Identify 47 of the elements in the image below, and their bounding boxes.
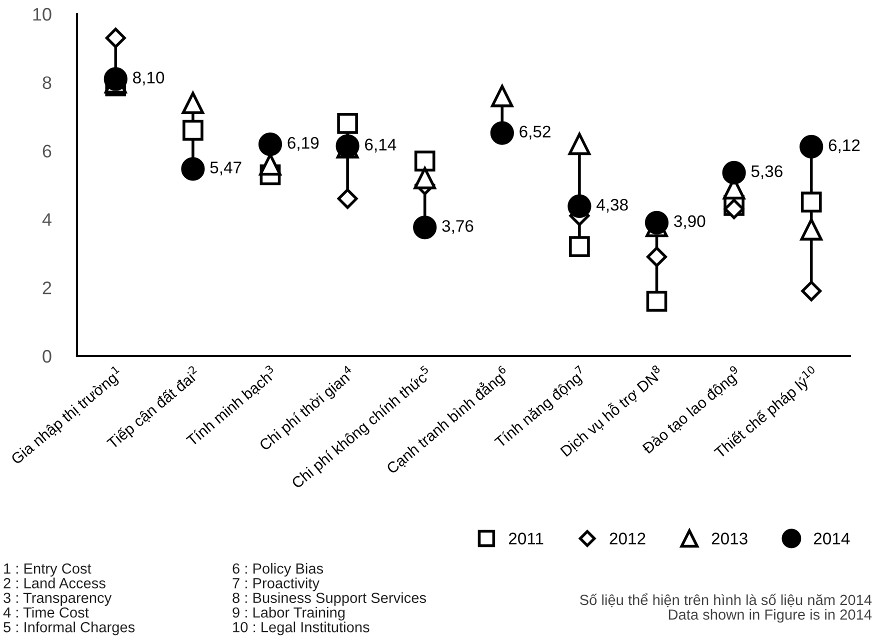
point bbox=[337, 188, 358, 209]
text: 1 : Entry Cost 2 : Land Access 3 : Transparency 4 : Time Cost 5 : Informal Charges bbox=[3, 563, 135, 636]
point bbox=[569, 236, 590, 257]
data-label: 8,10 bbox=[133, 72, 164, 86]
data-label: 5,47 bbox=[210, 162, 242, 176]
point bbox=[800, 192, 822, 213]
data-label: 4,38 bbox=[596, 198, 628, 213]
point bbox=[337, 113, 358, 134]
point bbox=[801, 280, 822, 302]
data-label: 5,36 bbox=[751, 165, 782, 180]
point bbox=[105, 28, 126, 48]
data-label: 6,14 bbox=[365, 138, 396, 152]
text: Số liệu thể hiện trên hình là số liệu năm 2014 Data shown in Figure is in 2014 bbox=[580, 593, 872, 623]
point bbox=[646, 290, 668, 312]
y-tick-label: 4 bbox=[42, 213, 52, 226]
point bbox=[644, 210, 669, 234]
text: 6 : Policy Bias 7 : Proactivity 8 : Business Support Services 9 : Labor Training 10 : Legal Institutions bbox=[232, 563, 426, 636]
y-tick-label: 0 bbox=[42, 350, 52, 363]
point bbox=[722, 160, 746, 184]
legend-label: 2014 bbox=[814, 532, 850, 544]
legend-label: 2011 bbox=[508, 532, 544, 544]
point bbox=[724, 198, 744, 220]
point bbox=[413, 216, 437, 240]
point bbox=[490, 121, 514, 145]
point bbox=[568, 132, 591, 156]
y-tick-label: 10 bbox=[33, 8, 52, 21]
point bbox=[182, 92, 204, 114]
point bbox=[491, 84, 514, 108]
point bbox=[258, 132, 282, 156]
data-label: 6,12 bbox=[828, 139, 860, 154]
data-label: 3,76 bbox=[442, 220, 474, 234]
legend-label: 2013 bbox=[712, 532, 748, 544]
legend-label: 2012 bbox=[610, 532, 646, 544]
point bbox=[800, 134, 824, 159]
point bbox=[568, 194, 592, 218]
point bbox=[800, 218, 822, 241]
y-tick-label: 2 bbox=[42, 282, 52, 294]
point bbox=[182, 120, 204, 141]
point bbox=[414, 167, 436, 190]
point bbox=[414, 150, 436, 172]
point bbox=[646, 246, 667, 268]
data-label: 3,90 bbox=[674, 215, 706, 230]
data-label: 6,19 bbox=[288, 136, 319, 151]
y-tick-label: 8 bbox=[42, 76, 52, 90]
y-tick-label: 6 bbox=[42, 144, 52, 158]
data-label: 6,52 bbox=[520, 126, 550, 140]
point bbox=[181, 157, 205, 181]
